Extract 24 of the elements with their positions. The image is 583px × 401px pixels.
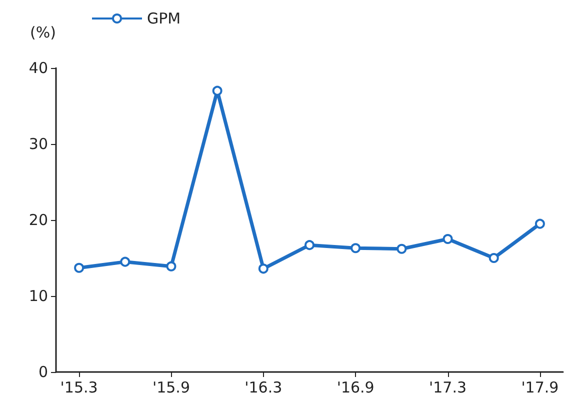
y-tick-label: 20 [28,211,48,229]
point [74,262,84,273]
y-axis-title: (%) [30,24,56,42]
y-tick-label: 10 [28,287,48,305]
y-tick-label: 40 [28,59,48,77]
point [120,256,130,267]
point [166,261,176,272]
x-tick-label: '15.3 [60,378,98,396]
point [258,264,268,274]
x-tick-label: '16.9 [336,378,374,396]
point [442,234,453,244]
point [350,243,361,254]
y-tick-label: 30 [28,135,48,153]
x-tick-label: '17.3 [429,378,467,396]
y-tick-label: 0 [38,363,48,381]
x-tick-label: '17.9 [521,378,559,396]
point [396,244,407,254]
point [488,253,499,263]
point [212,86,222,96]
point [534,218,545,229]
legend-label: GPM [147,10,181,28]
x-tick-label: '16.3 [244,378,282,396]
x-tick-label: '15.9 [152,378,190,396]
point [304,240,314,250]
